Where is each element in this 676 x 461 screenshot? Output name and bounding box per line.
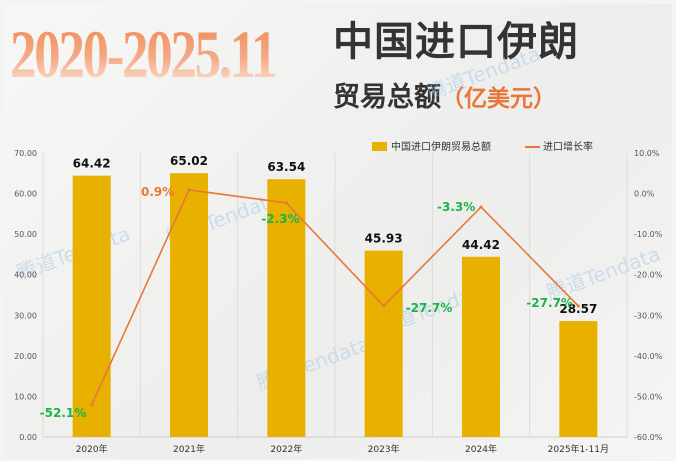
right-axis-tick: -10.0% xyxy=(634,230,663,239)
subtitle-text: 贸易总额 xyxy=(333,82,441,113)
growth-rate-label: -52.1% xyxy=(40,406,87,420)
right-axis-tick: -20.0% xyxy=(634,271,663,280)
bar-value-label: 63.54 xyxy=(267,160,305,174)
bar-value-label: 28.57 xyxy=(559,302,597,316)
x-axis-tick: 2020年 xyxy=(76,443,108,455)
x-axis-tick: 2023年 xyxy=(368,443,400,455)
bar xyxy=(72,175,111,437)
right-axis-tick: 10.0% xyxy=(634,149,660,158)
left-axis-tick: 60.00 xyxy=(14,190,37,199)
bar xyxy=(267,179,306,437)
bar xyxy=(462,256,500,437)
right-axis-tick: -40.0% xyxy=(634,352,663,361)
chart-title: 中国进口伊朗 xyxy=(333,18,579,65)
growth-rate-point xyxy=(479,205,483,209)
growth-rate-point xyxy=(90,403,94,407)
right-axis-tick: -50.0% xyxy=(634,392,663,401)
bar-value-label: 64.42 xyxy=(73,157,111,171)
x-axis-tick: 2021年 xyxy=(173,443,205,455)
left-axis-tick: 70.00 xyxy=(14,149,37,158)
period-title: 2020-2025.11 xyxy=(10,16,277,92)
growth-rate-label: -27.7% xyxy=(406,301,453,315)
left-axis-tick: 0.00 xyxy=(19,433,37,442)
right-axis-tick: -30.0% xyxy=(634,311,663,320)
bar-value-label: 44.42 xyxy=(462,238,500,252)
bar xyxy=(170,173,208,437)
growth-rate-point xyxy=(284,201,288,205)
x-axis-tick: 2025年1-11月 xyxy=(548,443,609,455)
legend-bar-label: 中国进口伊朗贸易总额 xyxy=(391,140,491,153)
x-axis-tick: 2024年 xyxy=(465,443,497,455)
bar xyxy=(559,321,598,437)
right-axis-tick: -60.0% xyxy=(634,433,663,442)
growth-rate-point xyxy=(382,304,386,308)
legend-line-label: 进口增长率 xyxy=(543,140,593,153)
legend-bar-swatch xyxy=(372,142,387,151)
left-axis-tick: 30.00 xyxy=(14,311,37,320)
growth-rate-label: -27.7% xyxy=(526,296,573,310)
x-axis-tick: 2022年 xyxy=(270,443,302,455)
watermark: 腾道Tendata xyxy=(424,41,544,104)
growth-rate-label: -2.3% xyxy=(261,212,299,226)
left-axis-tick: 40.00 xyxy=(14,271,37,280)
left-axis-tick: 10.00 xyxy=(14,392,37,401)
unit-label: （亿美元） xyxy=(441,85,556,112)
growth-rate-line xyxy=(90,189,579,406)
right-axis-tick: 0.0% xyxy=(634,190,655,199)
left-axis-tick: 50.00 xyxy=(14,230,37,239)
bar-value-label: 45.93 xyxy=(365,232,403,246)
bar-value-label: 65.02 xyxy=(170,154,208,168)
growth-rate-label: -3.3% xyxy=(437,200,475,214)
left-axis-tick: 20.00 xyxy=(14,352,37,361)
bar xyxy=(364,250,403,437)
growth-rate-point xyxy=(187,188,191,192)
chart-subtitle: 贸易总额（亿美元） xyxy=(333,84,556,111)
growth-rate-label: 0.9% xyxy=(141,185,174,199)
growth-rate-point xyxy=(576,304,580,308)
